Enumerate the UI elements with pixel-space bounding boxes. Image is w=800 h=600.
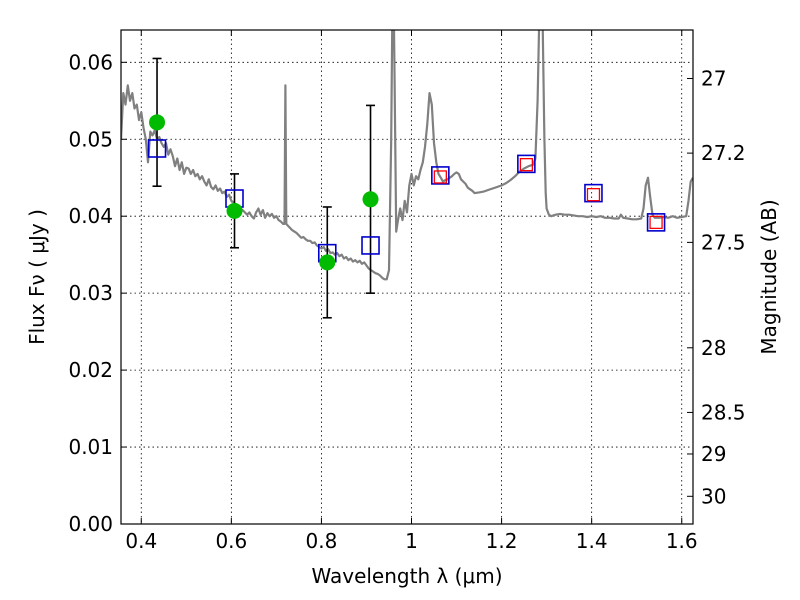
model-point xyxy=(361,236,380,255)
right-tick-label: 28.5 xyxy=(701,400,746,424)
model-point xyxy=(147,139,167,158)
observed-point xyxy=(226,202,243,219)
axis-ticks xyxy=(121,30,693,525)
observed-photometry-markers xyxy=(149,114,379,271)
right-tick-label: 28 xyxy=(701,336,726,360)
y-tick-label: 0.04 xyxy=(68,204,113,228)
x-tick-label: 1.6 xyxy=(666,529,698,553)
x-tick-label: 1.4 xyxy=(576,529,608,553)
right-axis-label: Magnitude (AB) xyxy=(757,199,781,354)
x-axis-label: Wavelength λ (μm) xyxy=(311,564,502,588)
model-point xyxy=(584,183,603,203)
observed-point xyxy=(149,114,166,131)
x-tick-label: 0.6 xyxy=(215,529,247,553)
y-tick-label: 0.03 xyxy=(68,281,113,305)
x-tick-label: 0.8 xyxy=(306,529,338,553)
right-tick-label: 27.5 xyxy=(701,230,746,254)
x-tick-label: 0.4 xyxy=(125,529,157,553)
observed-point xyxy=(319,254,336,271)
upper-limit-point xyxy=(433,170,447,184)
right-tick-label: 27 xyxy=(701,66,726,90)
x-tick-label: 1.2 xyxy=(486,529,518,553)
plot-frame xyxy=(120,29,694,525)
model-spectrum-line xyxy=(121,30,693,281)
y-axis-label: Flux Fν ( μJy ) xyxy=(25,209,49,345)
axis-tick-labels: 0.4 0.6 0.8 1 1.2 1.4 1.6 0.00 0.01 0.02 0.03 0.04 0… xyxy=(68,50,745,553)
upper-limit-point xyxy=(519,158,534,172)
model-point xyxy=(517,154,536,174)
plot-area xyxy=(121,30,693,319)
observed-point xyxy=(362,191,379,208)
y-tick-label: 0.01 xyxy=(68,435,113,459)
y-tick-label: 0.05 xyxy=(68,127,113,151)
y-tick-label: 0.00 xyxy=(68,512,113,536)
right-tick-label: 27.2 xyxy=(701,141,746,165)
right-tick-label: 30 xyxy=(701,484,726,508)
upper-limit-markers xyxy=(433,158,663,230)
right-tick-label: 29 xyxy=(701,442,726,466)
upper-limit-point xyxy=(649,215,663,230)
y-tick-label: 0.06 xyxy=(68,50,113,74)
x-tick-label: 1 xyxy=(405,529,418,553)
model-point xyxy=(646,213,666,232)
model-point xyxy=(431,166,450,185)
upper-limit-point xyxy=(586,188,601,202)
y-tick-label: 0.02 xyxy=(68,358,113,382)
